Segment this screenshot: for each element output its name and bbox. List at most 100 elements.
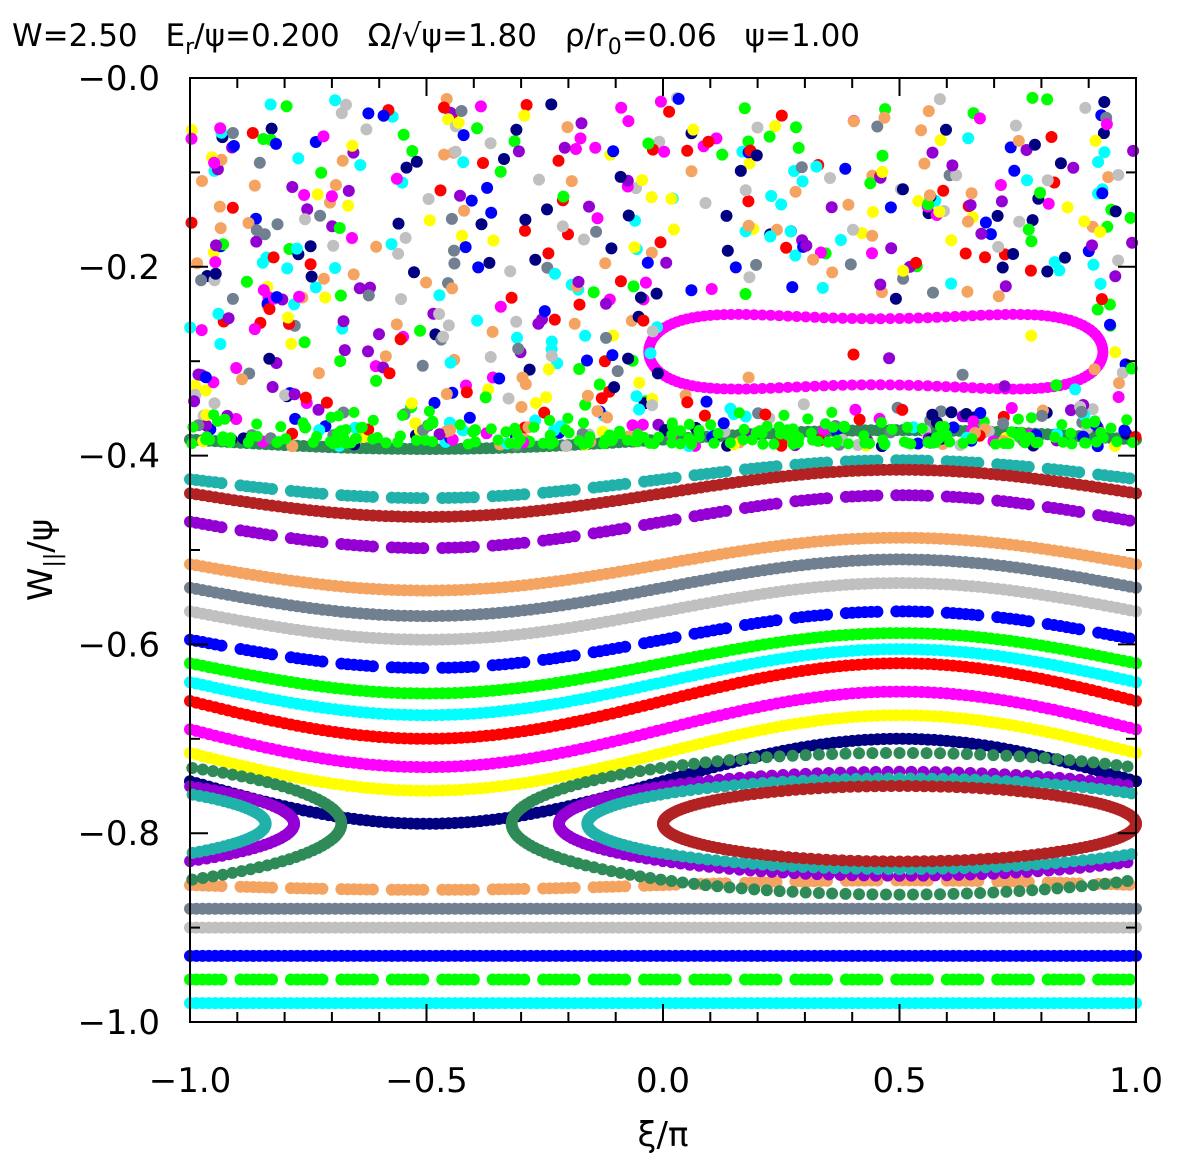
orbit-point bbox=[458, 204, 470, 217]
orbit-point bbox=[791, 381, 803, 393]
orbit-point bbox=[515, 401, 528, 413]
orbit-point bbox=[1051, 753, 1064, 766]
orbit-point bbox=[665, 192, 678, 205]
orbit-point bbox=[370, 240, 383, 253]
orbit-point bbox=[298, 189, 311, 201]
orbit-point bbox=[505, 291, 518, 304]
orbit-point bbox=[710, 781, 722, 794]
orbit-point bbox=[1065, 427, 1077, 439]
orbit-point bbox=[688, 757, 700, 770]
orbit-point bbox=[467, 883, 480, 896]
orbit-point bbox=[186, 788, 199, 801]
orbit-point bbox=[960, 748, 973, 760]
orbit-point bbox=[493, 372, 506, 385]
orbit-point bbox=[624, 868, 637, 881]
orbit-point bbox=[739, 288, 752, 300]
orbit-point bbox=[346, 232, 358, 244]
orbit-point bbox=[838, 420, 851, 433]
orbit-point bbox=[776, 775, 789, 788]
orbit-point bbox=[442, 319, 455, 332]
orbit-point bbox=[484, 351, 497, 363]
orbit-point bbox=[746, 857, 759, 870]
orbit-point bbox=[433, 308, 446, 320]
orbit-point bbox=[210, 239, 222, 252]
orbit-point bbox=[423, 214, 436, 227]
orbit-point bbox=[934, 888, 946, 901]
orbit-point bbox=[259, 819, 272, 832]
orbit-point bbox=[485, 206, 498, 219]
orbit-point bbox=[1026, 884, 1039, 897]
orbit-point bbox=[477, 157, 489, 169]
orbit-point bbox=[1024, 431, 1035, 443]
orbit-point bbox=[875, 313, 887, 325]
orbit-point bbox=[438, 101, 450, 114]
orbit-point bbox=[605, 770, 618, 783]
orbit-point bbox=[304, 258, 317, 271]
orbit-point bbox=[979, 251, 991, 264]
orbit-point bbox=[705, 283, 718, 295]
orbit-point bbox=[196, 763, 209, 776]
orbit-point bbox=[991, 209, 1004, 222]
orbit-point bbox=[1077, 781, 1089, 794]
orbit-point bbox=[1118, 424, 1131, 437]
orbit-point bbox=[654, 236, 667, 249]
orbit-point bbox=[1112, 254, 1125, 267]
orbit-point bbox=[568, 530, 581, 543]
orbit-point bbox=[669, 631, 682, 644]
orbit-point bbox=[1040, 857, 1053, 870]
orbit-point bbox=[699, 197, 712, 209]
orbit-point bbox=[484, 137, 497, 150]
orbit-point bbox=[226, 127, 239, 139]
orbit-point bbox=[549, 267, 561, 280]
orbit-point bbox=[438, 148, 451, 161]
orbit-point bbox=[1061, 201, 1074, 214]
orbit-point bbox=[760, 751, 773, 764]
orbit-point bbox=[627, 280, 640, 293]
orbit-point bbox=[793, 432, 805, 444]
orbit-point bbox=[299, 420, 311, 432]
orbit-point bbox=[518, 656, 531, 669]
orbit-point bbox=[281, 262, 294, 275]
orbit-point bbox=[380, 437, 392, 449]
orbit-point bbox=[893, 855, 906, 868]
orbit-point bbox=[444, 424, 456, 437]
orbit-point bbox=[235, 865, 248, 878]
orbit-point bbox=[926, 408, 939, 421]
orbit-point bbox=[699, 879, 712, 892]
x-tick-label: 1.0 bbox=[1109, 1061, 1163, 1101]
orbit-point bbox=[839, 747, 852, 760]
orbit-point bbox=[773, 310, 785, 322]
orbit-point bbox=[577, 233, 590, 246]
orbit-point bbox=[912, 195, 925, 207]
orbit-point bbox=[1038, 752, 1051, 765]
orbit-point bbox=[1022, 615, 1035, 628]
orbit-point bbox=[195, 324, 208, 337]
orbit-point bbox=[728, 779, 741, 792]
orbit-point bbox=[770, 460, 783, 473]
orbit-point bbox=[452, 116, 465, 129]
orbit-point bbox=[877, 434, 889, 446]
orbit-point bbox=[257, 284, 270, 297]
orbit-point bbox=[467, 540, 480, 553]
orbit-point bbox=[1042, 197, 1055, 210]
orbit-point bbox=[711, 755, 724, 768]
orbit-point bbox=[945, 277, 958, 290]
orbit-point bbox=[1073, 623, 1086, 636]
orbit-point bbox=[996, 261, 1009, 274]
orbit-point bbox=[270, 291, 283, 304]
orbit-point bbox=[766, 776, 779, 789]
orbit-point bbox=[367, 414, 379, 426]
orbit-point bbox=[1004, 141, 1017, 154]
orbit-point bbox=[846, 379, 858, 391]
orbit-point bbox=[774, 428, 786, 440]
orbit-point bbox=[826, 887, 839, 900]
orbit-point bbox=[687, 123, 700, 136]
orbit-point bbox=[897, 264, 910, 277]
orbit-point bbox=[821, 973, 833, 986]
orbit-point bbox=[1013, 215, 1026, 228]
orbit-point bbox=[475, 218, 488, 231]
orbit-point bbox=[279, 389, 292, 402]
orbit-point bbox=[958, 381, 970, 393]
orbit-point bbox=[824, 172, 836, 184]
orbit-point bbox=[998, 380, 1011, 393]
